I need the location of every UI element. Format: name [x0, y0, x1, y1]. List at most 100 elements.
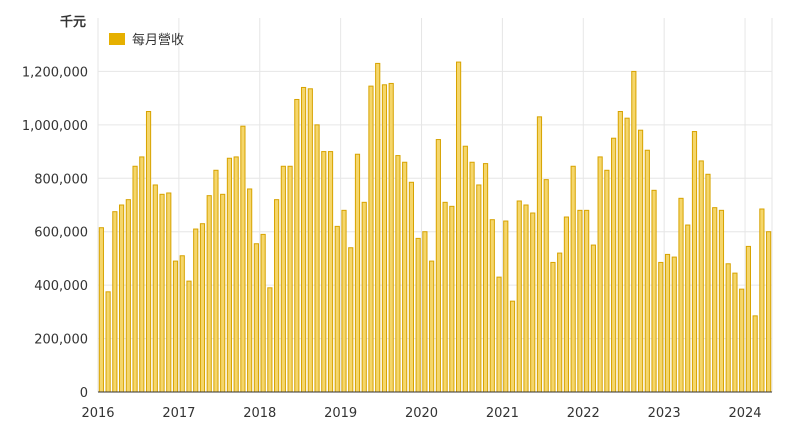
- bar-2020-09[interactable]: [476, 184, 482, 393]
- bar-2020-12[interactable]: [496, 276, 502, 393]
- bar-2021-01[interactable]: [503, 220, 509, 393]
- bar-2020-07[interactable]: [462, 145, 468, 393]
- bar-2020-02[interactable]: [429, 260, 435, 393]
- bar-2022-01[interactable]: [584, 209, 590, 393]
- bar-2023-11[interactable]: [732, 272, 738, 393]
- bar-2020-08[interactable]: [469, 161, 475, 393]
- bar-2017-04[interactable]: [199, 223, 206, 393]
- bar-2024-02[interactable]: [752, 315, 758, 393]
- bar-2022-03[interactable]: [597, 156, 603, 393]
- bar-2021-06[interactable]: [536, 116, 543, 393]
- bar-2022-06[interactable]: [617, 111, 623, 393]
- bar-2019-03[interactable]: [354, 153, 361, 393]
- bar-2016-07[interactable]: [139, 156, 145, 393]
- bar-2021-04[interactable]: [523, 204, 529, 393]
- bar-2023-09[interactable]: [718, 209, 725, 393]
- bar-2019-05[interactable]: [368, 85, 374, 393]
- bar-2020-11[interactable]: [489, 219, 495, 393]
- bar-2016-12[interactable]: [172, 260, 179, 393]
- bar-2022-04[interactable]: [604, 169, 610, 393]
- bar-2018-01[interactable]: [260, 233, 266, 393]
- bar-2020-01[interactable]: [422, 231, 428, 393]
- bar-2020-05[interactable]: [449, 205, 455, 393]
- bar-2021-11[interactable]: [570, 165, 576, 393]
- bar-2020-10[interactable]: [482, 163, 489, 393]
- bar-2018-02[interactable]: [267, 287, 273, 393]
- bar-2020-06[interactable]: [456, 61, 462, 393]
- bar-2016-01[interactable]: [98, 227, 104, 393]
- bar-2018-06[interactable]: [294, 98, 300, 393]
- bar-2021-10[interactable]: [563, 216, 570, 393]
- bar-2017-07[interactable]: [220, 193, 226, 393]
- bar-2016-06[interactable]: [132, 165, 138, 393]
- bar-2023-07[interactable]: [705, 173, 711, 393]
- bar-2023-08[interactable]: [712, 207, 718, 393]
- bar-2017-06[interactable]: [213, 169, 219, 393]
- bar-2023-10[interactable]: [725, 263, 731, 393]
- bar-2017-03[interactable]: [193, 228, 199, 393]
- bar-2018-05[interactable]: [287, 165, 293, 393]
- bar-2016-10[interactable]: [159, 193, 165, 393]
- bar-2024-04[interactable]: [766, 231, 772, 393]
- bar-2016-11[interactable]: [166, 192, 172, 393]
- bar-2016-03[interactable]: [112, 211, 118, 393]
- bar-2023-02[interactable]: [671, 256, 677, 393]
- bar-2019-11[interactable]: [408, 181, 414, 393]
- bar-2023-03[interactable]: [678, 197, 684, 393]
- bar-2017-12[interactable]: [253, 243, 259, 393]
- bar-2022-02[interactable]: [590, 244, 596, 393]
- bar-2022-08[interactable]: [631, 70, 637, 393]
- bar-2023-12[interactable]: [739, 288, 745, 393]
- bar-2016-05[interactable]: [125, 199, 131, 393]
- bar-2018-07[interactable]: [300, 86, 307, 393]
- bar-2024-03[interactable]: [759, 208, 765, 393]
- bar-2018-03[interactable]: [274, 199, 280, 393]
- bar-2021-08[interactable]: [550, 261, 556, 393]
- bar-2022-07[interactable]: [624, 117, 630, 393]
- legend[interactable]: 每月營收: [109, 32, 184, 48]
- bar-2018-09[interactable]: [314, 124, 320, 393]
- bar-2023-04[interactable]: [685, 224, 691, 393]
- bar-2021-05[interactable]: [530, 212, 536, 393]
- bar-2016-09[interactable]: [152, 184, 158, 393]
- bar-2022-12[interactable]: [658, 261, 664, 393]
- bar-2019-10[interactable]: [402, 161, 408, 393]
- bar-2018-10[interactable]: [321, 151, 327, 393]
- bar-2017-09[interactable]: [233, 156, 239, 393]
- bar-2021-02[interactable]: [509, 300, 516, 393]
- bar-2022-11[interactable]: [651, 189, 657, 393]
- bar-2019-08[interactable]: [388, 82, 394, 393]
- bar-2022-10[interactable]: [644, 149, 650, 393]
- bar-2024-01[interactable]: [745, 245, 751, 393]
- bar-2016-04[interactable]: [119, 204, 125, 393]
- bar-2022-09[interactable]: [637, 129, 644, 393]
- bar-2020-03[interactable]: [435, 139, 441, 393]
- bar-2017-11[interactable]: [247, 188, 253, 393]
- bar-2019-01[interactable]: [341, 209, 347, 393]
- bar-2017-08[interactable]: [226, 157, 233, 393]
- bar-2018-08[interactable]: [307, 88, 313, 393]
- bar-2019-04[interactable]: [361, 201, 367, 393]
- bar-2021-07[interactable]: [543, 179, 549, 393]
- bar-2016-02[interactable]: [105, 291, 111, 393]
- bar-2019-12[interactable]: [415, 237, 421, 393]
- bar-2017-10[interactable]: [240, 125, 246, 393]
- bar-2021-09[interactable]: [557, 252, 563, 393]
- bar-2018-12[interactable]: [334, 225, 340, 393]
- bar-2019-09[interactable]: [395, 155, 401, 393]
- bar-2019-07[interactable]: [381, 84, 388, 393]
- bar-2021-03[interactable]: [516, 200, 522, 393]
- bar-2017-02[interactable]: [186, 280, 192, 393]
- bar-2019-06[interactable]: [375, 62, 381, 393]
- bar-2019-02[interactable]: [348, 247, 354, 393]
- bar-2018-04[interactable]: [280, 165, 286, 393]
- bar-2020-04[interactable]: [442, 201, 448, 393]
- bar-2017-05[interactable]: [206, 195, 212, 393]
- bar-2023-06[interactable]: [698, 160, 704, 393]
- bar-2021-12[interactable]: [577, 209, 583, 393]
- bar-2016-08[interactable]: [145, 111, 152, 393]
- bar-2018-11[interactable]: [327, 151, 334, 393]
- bar-2023-01[interactable]: [664, 253, 671, 393]
- bar-2022-05[interactable]: [611, 137, 617, 393]
- bar-2017-01[interactable]: [179, 255, 185, 393]
